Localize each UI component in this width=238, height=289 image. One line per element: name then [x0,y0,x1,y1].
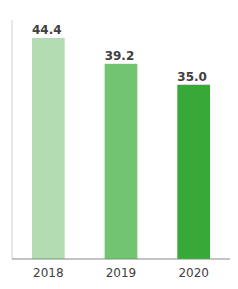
chart-container: 44.4 39.2 35.0 2018 2019 2020 [0,0,238,289]
bar [177,85,210,259]
data-labels: 44.4 39.2 35.0 [32,23,207,84]
bars [32,38,210,259]
bar [32,38,65,259]
data-label: 44.4 [32,23,62,37]
x-tick-label: 2020 [178,266,209,280]
x-tick-labels: 2018 2019 2020 [33,266,209,280]
x-axis-line [12,259,230,260]
y-axis-line [12,20,13,259]
chart: 44.4 39.2 35.0 2018 2019 2020 [0,0,238,289]
data-label: 35.0 [177,70,207,84]
bar [105,64,138,259]
data-label: 39.2 [105,49,135,63]
x-tick-label: 2019 [106,266,137,280]
x-tick-label: 2018 [33,266,64,280]
